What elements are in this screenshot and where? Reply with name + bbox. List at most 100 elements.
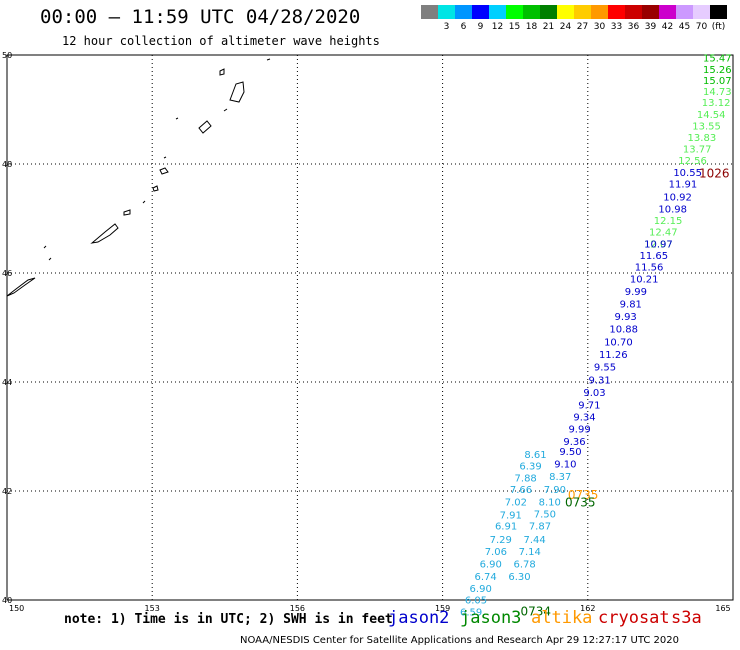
satellite-s3a: s3a <box>671 608 702 628</box>
latitude-tick-label: 50 <box>2 51 12 60</box>
wave-height-value: 14.73 <box>703 87 732 98</box>
wave-height-value: 7.87 <box>529 522 551 533</box>
wave-height-value: 7.44 <box>523 535 545 546</box>
legend-label: 33 <box>610 22 623 32</box>
legend-label: 12 <box>491 22 504 32</box>
wave-height-value: 7.88 <box>515 474 537 485</box>
page-title: 00:00 – 11:59 UTC 04/28/2020 <box>40 6 361 28</box>
legend-swatch <box>625 5 642 19</box>
wave-height-value: 10.98 <box>658 205 687 216</box>
wave-height-value: 12.07 <box>644 239 673 250</box>
wave-height-labels: 15.4715.2615.0714.7313.1214.5413.5513.83… <box>460 54 732 619</box>
satellite-jason3: jason3 <box>460 608 522 628</box>
longitude-tick-label: 162 <box>580 604 595 613</box>
wave-height-value: 13.83 <box>688 133 717 144</box>
legend-swatch <box>489 5 506 19</box>
wave-height-value: 11.56 <box>635 262 664 273</box>
pass-time-label: 0735 <box>568 488 599 502</box>
wave-height-value: 10.70 <box>604 337 633 348</box>
pass-time-label: 1026 <box>699 167 730 181</box>
wave-height-value: 8.37 <box>549 472 571 483</box>
wave-height-value: 6.90 <box>480 559 502 570</box>
legend-label: 15 <box>508 22 521 32</box>
map-frame <box>6 54 734 601</box>
legend-label: 45 <box>678 22 691 32</box>
wave-height-value: 7.91 <box>500 510 522 521</box>
longitude-tick-label: 150 <box>9 604 24 613</box>
footer-note: note: 1) Time is in UTC; 2) SWH is in fe… <box>64 612 393 627</box>
legend-swatch <box>455 5 472 19</box>
wave-height-value: 9.81 <box>620 299 642 310</box>
legend-swatch <box>710 5 727 19</box>
wave-height-value: 7.02 <box>505 498 527 509</box>
wave-height-value: 9.99 <box>568 425 590 436</box>
wave-height-value: 6.59 <box>460 607 482 618</box>
legend-label: (ft) <box>711 22 726 32</box>
wave-height-value: 9.31 <box>588 376 610 387</box>
legend-label: 70 <box>695 22 708 32</box>
wave-height-value: 7.29 <box>490 535 512 546</box>
color-scale-legend <box>421 5 727 19</box>
gridlines <box>7 55 733 600</box>
wave-height-value: 6.05 <box>465 595 487 606</box>
wave-height-value: 7.90 <box>544 485 566 496</box>
latitude-tick-label: 40 <box>2 596 12 605</box>
wave-height-value: 10.92 <box>663 193 692 204</box>
wave-height-value: 6.39 <box>519 462 541 473</box>
wave-height-value: 11.91 <box>669 179 698 190</box>
legend-label: 6 <box>460 22 467 32</box>
wave-height-value: 7.06 <box>485 547 507 558</box>
wave-height-value: 8.61 <box>524 450 546 461</box>
coastline-kuril-islands <box>6 58 271 297</box>
legend-swatch <box>693 5 710 19</box>
legend-label: 27 <box>576 22 589 32</box>
legend-swatch <box>438 5 455 19</box>
wave-height-value: 7.14 <box>519 547 541 558</box>
satellite-altika: altika <box>531 608 593 628</box>
wave-height-value: 9.36 <box>563 437 585 448</box>
satellite-cryosat: cryosat <box>598 608 670 628</box>
longitude-tick-label: 156 <box>290 604 305 613</box>
legend-label: 24 <box>559 22 572 32</box>
wave-height-value: 7.50 <box>534 510 556 521</box>
wave-height-value: 10.97 <box>644 239 673 250</box>
legend-swatch <box>608 5 625 19</box>
satellite-jason2: jason2 <box>388 608 450 628</box>
wave-height-value: 6.74 <box>474 572 496 583</box>
legend-swatch <box>659 5 676 19</box>
wave-height-value: 10.21 <box>630 274 659 285</box>
wave-height-value: 9.71 <box>578 401 600 412</box>
pass-time-label: 0734 <box>520 604 551 618</box>
wave-height-value: 8.10 <box>539 498 561 509</box>
wave-height-value: 13.55 <box>692 122 721 133</box>
legend-label <box>421 22 438 32</box>
legend-swatch <box>540 5 557 19</box>
legend-swatch <box>642 5 659 19</box>
wave-height-value: 13.77 <box>683 145 712 156</box>
longitude-tick-label: 165 <box>715 604 730 613</box>
wave-height-value: 9.10 <box>554 460 576 471</box>
legend-label: 42 <box>661 22 674 32</box>
legend-swatch <box>421 5 438 19</box>
wave-height-value: 12.15 <box>654 216 683 227</box>
wave-height-value: 12.56 <box>678 156 707 167</box>
longitude-tick-label: 153 <box>145 604 160 613</box>
longitude-tick-label: 159 <box>435 604 450 613</box>
legend-label: 3 <box>443 22 450 32</box>
wave-height-value: 15.47 <box>703 54 732 65</box>
wave-height-value: 9.99 <box>625 287 647 298</box>
wave-height-value: 10.88 <box>609 324 638 335</box>
legend-swatch <box>506 5 523 19</box>
legend-label: 21 <box>542 22 555 32</box>
wave-height-value: 14.54 <box>697 110 726 121</box>
page-subtitle: 12 hour collection of altimeter wave hei… <box>62 34 380 48</box>
legend-label: 9 <box>477 22 484 32</box>
color-scale-labels: 3 6 9 12 15 18 21 24 27 30 33 36 39 42 45 70 (ft) <box>421 22 727 32</box>
legend-label: 18 <box>525 22 538 32</box>
wave-height-value: 7.66 <box>510 485 532 496</box>
wave-height-value: 6.90 <box>470 584 492 595</box>
wave-height-value: 9.55 <box>594 363 616 374</box>
legend-label: 36 <box>627 22 640 32</box>
pass-time-label: 0735 <box>565 495 596 509</box>
